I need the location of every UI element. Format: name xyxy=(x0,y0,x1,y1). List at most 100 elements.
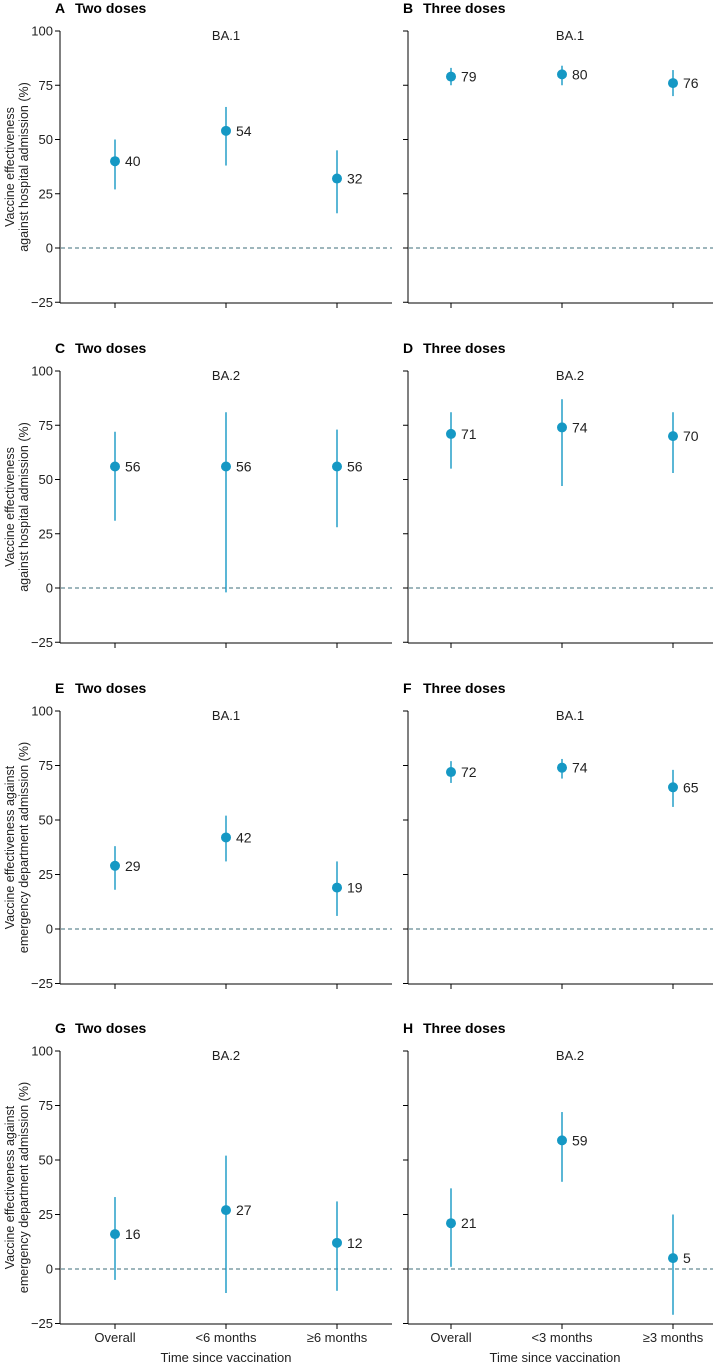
data-point xyxy=(446,71,456,82)
y-tick-label: 0 xyxy=(46,241,53,256)
data-label: 19 xyxy=(347,880,363,896)
data-point xyxy=(221,461,231,472)
x-tick-label: ≥3 months xyxy=(643,1330,704,1345)
data-point xyxy=(557,1135,567,1146)
y-tick-label: 100 xyxy=(31,1044,53,1059)
data-point xyxy=(332,882,342,893)
data-point xyxy=(332,173,342,184)
panel-e: E Two doses BA.1 100 75 50 25 0 −25 Vaccine effec… xyxy=(3,680,392,991)
panel-d: D Three doses BA.2 71 74 70 xyxy=(403,340,713,648)
x-tick-label: <6 months xyxy=(195,1330,257,1345)
panel-letter: H xyxy=(403,1020,413,1036)
data-label: 70 xyxy=(683,428,699,444)
panel-title: Two doses xyxy=(75,340,147,356)
data-label: 80 xyxy=(572,66,588,82)
data-label: 59 xyxy=(572,1132,588,1148)
y-tick-label: −25 xyxy=(31,635,53,650)
data-label: 27 xyxy=(236,1202,252,1218)
x-tick-label: <3 months xyxy=(531,1330,593,1345)
y-tick-label: 50 xyxy=(39,1153,53,1168)
data-point xyxy=(668,1253,678,1264)
panel-b: B Three doses BA.1 79 80 76 xyxy=(403,0,713,308)
data-point xyxy=(668,431,678,442)
panel-h: H Three doses BA.2 21 59 5 Overall <3 months ≥3 … xyxy=(403,1020,713,1365)
data-label: 21 xyxy=(461,1215,477,1231)
y-tick-label: 25 xyxy=(39,526,53,541)
x-axis-label: Time since vaccination xyxy=(160,1350,291,1365)
x-tick-label: ≥6 months xyxy=(307,1330,368,1345)
panel-title: Two doses xyxy=(75,0,147,16)
data-point xyxy=(446,428,456,439)
data-point xyxy=(668,78,678,89)
data-point xyxy=(557,762,567,773)
y-tick-label: 0 xyxy=(46,1262,53,1277)
data-point xyxy=(221,125,231,136)
y-tick-label: 100 xyxy=(31,24,53,39)
variant-label: BA.1 xyxy=(212,28,240,43)
data-label: 54 xyxy=(236,123,252,139)
data-point xyxy=(110,860,120,871)
data-label: 56 xyxy=(236,458,252,474)
y-tick-label: 75 xyxy=(39,1098,53,1113)
y-tick-label: 75 xyxy=(39,78,53,93)
panel-title: Two doses xyxy=(75,680,147,696)
y-tick-label: 0 xyxy=(46,922,53,937)
y-tick-label: −25 xyxy=(31,295,53,310)
panel-letter: D xyxy=(403,340,413,356)
y-tick-label: 75 xyxy=(39,758,53,773)
y-axis-label: Vaccine effectiveness againstemergency d… xyxy=(3,742,31,953)
data-point xyxy=(557,422,567,433)
y-tick-label: 50 xyxy=(39,813,53,828)
variant-label: BA.2 xyxy=(212,368,240,383)
data-label: 12 xyxy=(347,1235,363,1251)
data-label: 79 xyxy=(461,69,477,85)
data-label: 74 xyxy=(572,419,588,435)
panel-letter: E xyxy=(55,680,64,696)
variant-label: BA.1 xyxy=(556,708,584,723)
panel-letter: F xyxy=(403,680,412,696)
panel-title: Two doses xyxy=(75,1020,147,1036)
x-tick-label: Overall xyxy=(94,1330,135,1345)
variant-label: BA.1 xyxy=(556,28,584,43)
y-tick-label: −25 xyxy=(31,976,53,991)
y-axis-label-line: Vaccine effectiveness against xyxy=(3,765,17,929)
panel-g: G Two doses BA.2 100 75 50 25 0 −25 Vaccine effec… xyxy=(3,1020,392,1365)
data-point xyxy=(110,461,120,472)
data-label: 76 xyxy=(683,75,699,91)
data-label: 71 xyxy=(461,426,477,442)
data-point xyxy=(221,1205,231,1216)
data-label: 29 xyxy=(125,858,141,874)
y-tick-label: 75 xyxy=(39,418,53,433)
data-label: 74 xyxy=(572,760,588,776)
data-label: 56 xyxy=(125,458,141,474)
variant-label: BA.1 xyxy=(212,708,240,723)
y-axis-label-line: Vaccine effectiveness xyxy=(3,447,17,567)
variant-label: BA.2 xyxy=(556,368,584,383)
y-axis-label-line: against hospital admission (%) xyxy=(17,82,31,252)
panel-title: Three doses xyxy=(423,1020,506,1036)
data-label: 42 xyxy=(236,829,252,845)
data-label: 16 xyxy=(125,1226,141,1242)
y-axis-label-line: Vaccine effectiveness xyxy=(3,107,17,227)
data-point xyxy=(446,1218,456,1229)
data-point xyxy=(557,69,567,80)
data-point xyxy=(332,1237,342,1248)
panel-letter: G xyxy=(55,1020,66,1036)
y-tick-label: 100 xyxy=(31,364,53,379)
data-point xyxy=(668,782,678,793)
y-axis-label: Vaccine effectivenessagainst hospital ad… xyxy=(3,422,31,592)
y-tick-label: 25 xyxy=(39,867,53,882)
panel-title: Three doses xyxy=(423,340,506,356)
data-point xyxy=(332,461,342,472)
data-label: 5 xyxy=(683,1250,691,1266)
y-tick-label: 25 xyxy=(39,186,53,201)
x-axis-label: Time since vaccination xyxy=(489,1350,620,1365)
y-tick-label: 0 xyxy=(46,581,53,596)
panel-letter: C xyxy=(55,340,65,356)
panel-title: Three doses xyxy=(423,680,506,696)
data-label: 32 xyxy=(347,171,363,187)
panel-a: A Two doses BA.1 100 75 50 25 0 −25 Vaccine effec… xyxy=(3,0,392,310)
data-point xyxy=(110,156,120,167)
y-axis-label: Vaccine effectivenessagainst hospital ad… xyxy=(3,82,31,252)
